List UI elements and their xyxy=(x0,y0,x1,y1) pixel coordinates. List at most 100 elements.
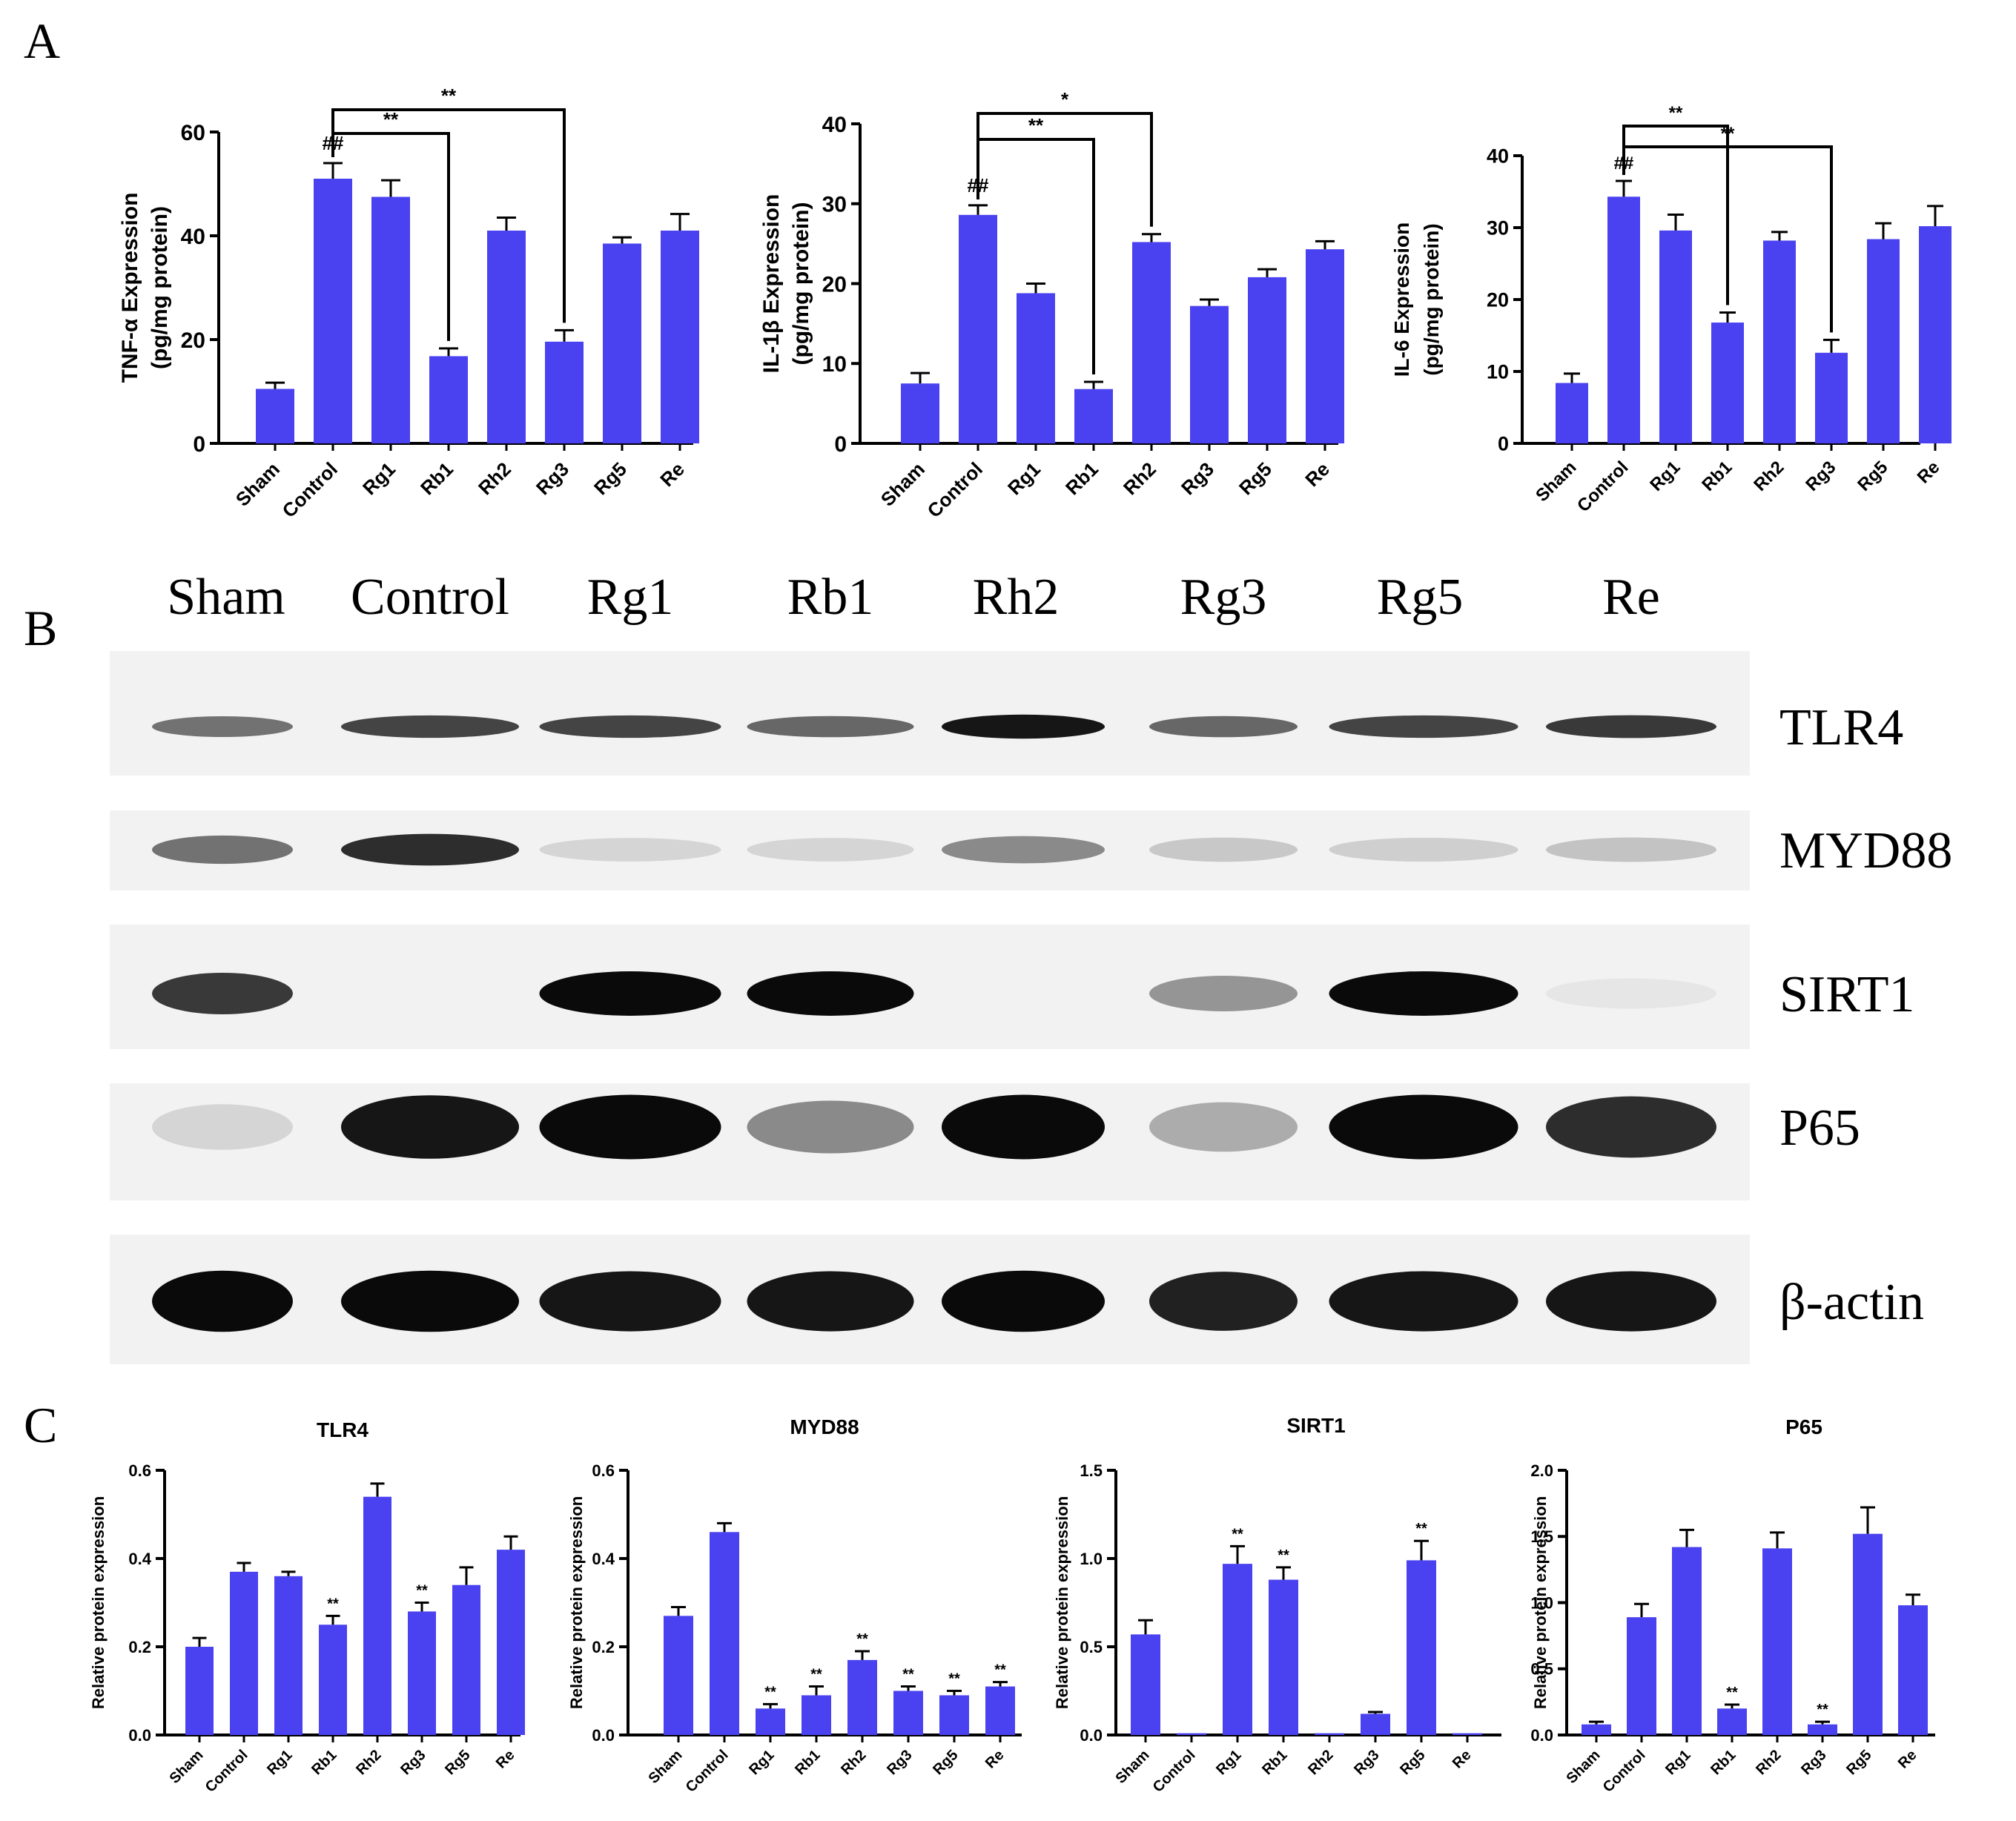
blot-band xyxy=(152,1104,293,1150)
blot-band xyxy=(1329,837,1518,862)
y-tick-label: 0.6 xyxy=(592,1461,615,1480)
y-tick-label: 20 xyxy=(1487,289,1509,311)
blot-band xyxy=(341,1270,519,1332)
bar-rg1 xyxy=(756,1708,785,1735)
blot-band xyxy=(747,715,914,738)
y-tick-label: 0.2 xyxy=(128,1638,151,1656)
significance-mark: ** xyxy=(810,1667,822,1683)
blot-band xyxy=(1149,976,1298,1011)
bar-control xyxy=(314,179,352,443)
blot-band xyxy=(942,1094,1105,1160)
significance-mark: ** xyxy=(764,1684,776,1700)
significance-bracket xyxy=(1622,145,1833,333)
bar-rb1 xyxy=(1269,1579,1298,1735)
bracket-label: ** xyxy=(441,85,457,107)
bar-re xyxy=(497,1550,525,1735)
bar-rh2 xyxy=(487,231,526,443)
bar-sham xyxy=(1556,383,1588,443)
bar-rg3 xyxy=(1808,1724,1837,1735)
bar-sham xyxy=(664,1616,693,1735)
panel-letter-b: B xyxy=(24,600,57,656)
bar-control xyxy=(959,214,997,443)
y-tick-label: 1.5 xyxy=(1080,1461,1103,1480)
blot-band xyxy=(1149,715,1298,738)
significance-mark: ** xyxy=(1278,1547,1289,1564)
bar-rg5 xyxy=(603,243,641,443)
lane-label-re: Re xyxy=(1602,569,1660,626)
y-tick-label: 1.0 xyxy=(1530,1593,1553,1612)
bar-rb1 xyxy=(802,1695,831,1735)
y-axis-title: Relative protein expression xyxy=(567,1496,586,1709)
y-tick-label: 0 xyxy=(193,432,205,457)
bar-rg1 xyxy=(371,196,410,443)
significance-mark: ** xyxy=(948,1671,960,1688)
bar-rg5 xyxy=(939,1695,969,1735)
y-tick-label: 1.5 xyxy=(1530,1527,1553,1546)
y-axis-title: Relative protein expression xyxy=(1531,1496,1550,1709)
y-axis-subtitle: (pg/mg protein) xyxy=(789,202,813,366)
bar-rg1 xyxy=(1659,230,1692,443)
significance-bracket xyxy=(331,108,566,323)
bar-re xyxy=(1919,226,1951,443)
lane-label-control: Control xyxy=(351,569,509,626)
bar-rh2 xyxy=(363,1496,391,1735)
chart-title: P65 xyxy=(1785,1415,1822,1438)
bar-rb1 xyxy=(1074,389,1113,443)
y-tick-label: 40 xyxy=(181,225,205,249)
blot-band xyxy=(152,1270,293,1332)
y-tick-label: 20 xyxy=(181,328,205,353)
y-tick-label: 0.4 xyxy=(128,1550,151,1568)
blot-band xyxy=(539,1094,721,1160)
bracket-label: ** xyxy=(1028,114,1044,136)
y-tick-label: 0.4 xyxy=(592,1550,615,1568)
bar-rb1 xyxy=(429,356,468,443)
blot-band xyxy=(942,836,1105,864)
bar-re xyxy=(1306,249,1344,443)
bracket-label: ** xyxy=(383,108,399,130)
bracket-label: ** xyxy=(1721,124,1735,144)
protein-label: MYD88 xyxy=(1779,822,1952,879)
y-tick-label: 2.0 xyxy=(1530,1461,1553,1480)
y-tick-label: 30 xyxy=(822,193,847,217)
bar-re xyxy=(1452,1733,1482,1735)
y-axis-title: IL-6 Expression xyxy=(1390,222,1413,377)
bar-rb1 xyxy=(1711,323,1744,443)
significance-mark: ** xyxy=(994,1662,1006,1679)
protein-label: SIRT1 xyxy=(1779,966,1915,1023)
y-tick-label: 0.5 xyxy=(1530,1660,1553,1679)
protein-label: TLR4 xyxy=(1779,699,1903,756)
bar-rg5 xyxy=(1867,239,1900,443)
y-tick-label: 0.5 xyxy=(1080,1638,1103,1656)
bar-rh2 xyxy=(1132,242,1171,443)
y-tick-label: 0 xyxy=(1498,433,1509,455)
lane-label-rb1: Rb1 xyxy=(787,569,874,626)
significance-mark: ** xyxy=(1415,1521,1427,1537)
significance-mark: ** xyxy=(327,1596,339,1612)
blot-band xyxy=(539,1271,721,1332)
blot-strip xyxy=(110,651,1750,776)
lane-label-rg3: Rg3 xyxy=(1180,569,1267,626)
blot-band xyxy=(1329,715,1518,738)
western-blot: Sham Control Rg1 Rb1 Rh2 Rg3 Rg5 Re TLR4 MYD88 SIR… xyxy=(110,569,1952,1364)
lane-label-rg1: Rg1 xyxy=(587,569,674,626)
blot-band xyxy=(1546,1096,1716,1158)
bar-sham xyxy=(1131,1634,1160,1735)
blot-band xyxy=(1149,1272,1298,1331)
bar-rg1 xyxy=(1672,1547,1702,1735)
blot-band xyxy=(341,1095,519,1159)
bar-rg5 xyxy=(1853,1533,1883,1735)
bar-re xyxy=(1898,1605,1928,1735)
y-axis-title: TNF-α Expression xyxy=(118,193,142,383)
bar-re xyxy=(985,1686,1015,1735)
blot-band xyxy=(341,715,519,738)
blot-band xyxy=(747,838,914,862)
protein-label: P65 xyxy=(1779,1100,1860,1157)
blot-band xyxy=(152,715,293,738)
significance-mark: ** xyxy=(1726,1685,1738,1701)
blot-band xyxy=(747,1100,914,1154)
y-tick-label: 60 xyxy=(181,121,205,145)
bar-rg3 xyxy=(1361,1713,1390,1735)
panel-letter-c: C xyxy=(24,1397,57,1453)
